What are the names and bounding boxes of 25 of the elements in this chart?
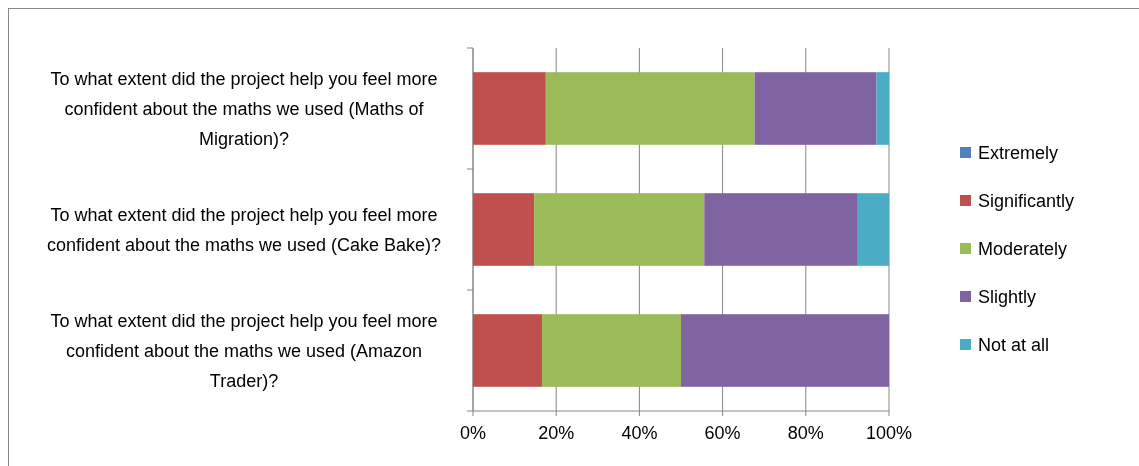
y-tick-label: To what extent did the project help you feel more confident about the maths we used (Maths of Migration)? <box>50 68 438 149</box>
y-tick-label: To what extent did the project help you feel more confident about the maths we used (Cake Bake)? <box>46 204 442 255</box>
x-tick-label: 80% <box>787 423 824 443</box>
legend-label: Slightly <box>978 287 1037 307</box>
bar <box>681 314 889 387</box>
x-tick-label: 0% <box>459 423 487 443</box>
x-tick-label: 60% <box>704 423 741 443</box>
legend-label: Not at all <box>978 335 1050 355</box>
bar <box>542 314 681 387</box>
bar <box>857 193 889 266</box>
bar <box>473 193 535 266</box>
bar <box>876 72 889 145</box>
legend-label: Significantly <box>978 191 1075 211</box>
legend-label: Extremely <box>978 143 1059 163</box>
bar <box>704 193 858 266</box>
x-tick-label: 20% <box>538 423 575 443</box>
bar <box>473 72 546 145</box>
bar <box>534 193 705 266</box>
y-tick-label: To what extent did the project help you feel more confident about the maths we used (Amazon Trader)? <box>50 310 438 391</box>
legend-label: Moderately <box>978 239 1068 259</box>
bar <box>545 72 755 145</box>
x-tick-label: 40% <box>621 423 658 443</box>
bar <box>754 72 877 145</box>
bar <box>473 314 543 387</box>
x-tick-label: 100% <box>865 423 913 443</box>
